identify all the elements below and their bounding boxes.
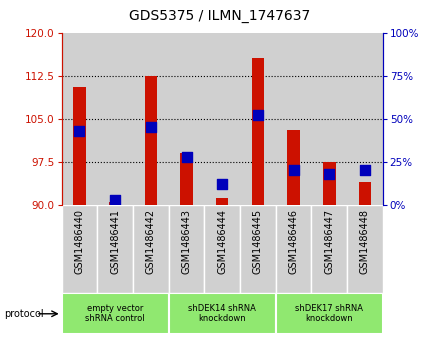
Text: GSM1486440: GSM1486440 <box>74 209 84 274</box>
Text: GSM1486448: GSM1486448 <box>360 209 370 274</box>
Bar <box>169 293 276 334</box>
Bar <box>287 130 300 205</box>
Bar <box>62 293 169 334</box>
Point <box>183 154 190 159</box>
Bar <box>73 87 86 205</box>
Bar <box>62 205 97 293</box>
Bar <box>347 205 383 293</box>
Bar <box>180 153 193 205</box>
Point <box>112 197 119 203</box>
Text: GSM1486442: GSM1486442 <box>146 209 156 274</box>
Bar <box>62 33 97 205</box>
Bar <box>97 33 133 205</box>
Text: GSM1486446: GSM1486446 <box>289 209 299 274</box>
Point <box>219 181 226 187</box>
Bar <box>240 205 276 293</box>
Point <box>147 125 154 130</box>
Text: GDS5375 / ILMN_1747637: GDS5375 / ILMN_1747637 <box>129 9 311 23</box>
Text: GSM1486447: GSM1486447 <box>324 209 334 274</box>
Bar <box>216 198 228 205</box>
Bar <box>276 33 312 205</box>
Text: GSM1486441: GSM1486441 <box>110 209 120 274</box>
Bar <box>276 205 312 293</box>
Bar <box>240 33 276 205</box>
Bar <box>133 205 169 293</box>
Bar <box>323 162 336 205</box>
Bar <box>312 33 347 205</box>
Bar <box>359 182 371 205</box>
Bar <box>97 205 133 293</box>
Bar <box>109 202 121 205</box>
Bar <box>169 205 204 293</box>
Bar <box>204 33 240 205</box>
Bar <box>312 205 347 293</box>
Text: protocol: protocol <box>4 309 44 319</box>
Text: GSM1486443: GSM1486443 <box>182 209 191 274</box>
Text: GSM1486444: GSM1486444 <box>217 209 227 274</box>
Bar <box>145 76 157 205</box>
Point <box>254 112 261 118</box>
Bar <box>347 33 383 205</box>
Bar <box>133 33 169 205</box>
Text: shDEK17 shRNA
knockdown: shDEK17 shRNA knockdown <box>295 304 363 323</box>
Bar <box>204 205 240 293</box>
Text: shDEK14 shRNA
knockdown: shDEK14 shRNA knockdown <box>188 304 256 323</box>
Point <box>76 128 83 134</box>
Bar <box>169 33 204 205</box>
Text: GSM1486445: GSM1486445 <box>253 209 263 274</box>
Point <box>361 167 368 173</box>
Point <box>326 171 333 177</box>
Bar <box>252 58 264 205</box>
Point <box>290 167 297 173</box>
Text: empty vector
shRNA control: empty vector shRNA control <box>85 304 145 323</box>
Bar <box>276 293 383 334</box>
